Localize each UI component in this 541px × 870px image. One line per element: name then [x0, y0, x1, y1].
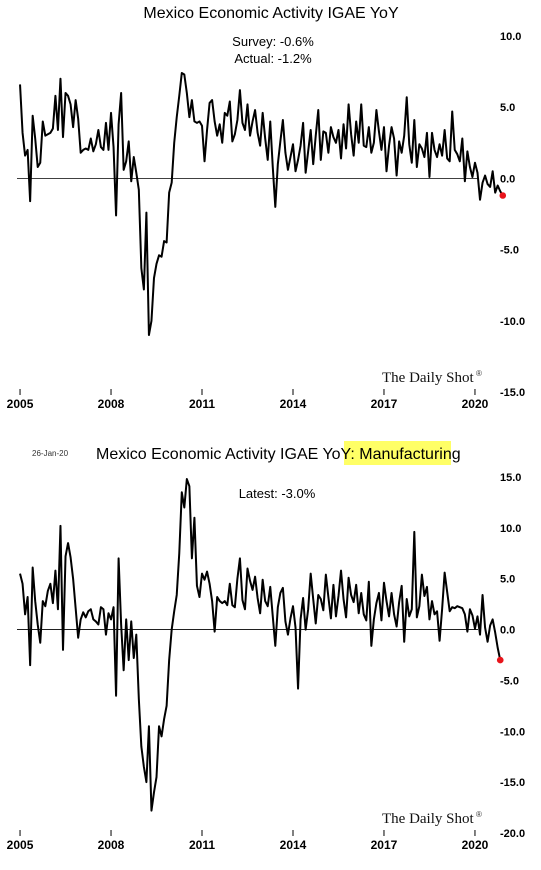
x-tick-label: 2017: [371, 838, 398, 852]
chart-2-brand-mark: ®: [476, 810, 482, 819]
y-tick-label: 15.0: [500, 472, 521, 484]
y-tick-label: -10.0: [500, 726, 525, 738]
y-tick-label: -10.0: [500, 316, 525, 328]
y-tick-label: -5.0: [500, 245, 519, 257]
chart-1-annotation-survey: Survey: -0.6%: [232, 34, 314, 49]
x-tick-label: 2017: [371, 397, 398, 411]
x-tick-label: 2014: [280, 397, 307, 411]
chart-2-title: Mexico Economic Activity IGAE YoY: Manuf…: [96, 446, 461, 463]
x-tick-label: 2014: [280, 838, 307, 852]
x-tick-label: 2011: [189, 397, 215, 411]
chart-2-y-axis: 15.0 10.0 5.0 0.0 -5.0 -10.0 -15.0 -20.0: [500, 472, 525, 840]
y-tick-label: 5.0: [500, 574, 515, 586]
y-tick-label: -15.0: [500, 387, 525, 399]
title-highlight-box: [344, 441, 451, 465]
series-line: [19, 72, 504, 337]
chart-2-title-main: Mexico Economic Activity IGAE YoY:: [96, 446, 359, 463]
chart-2-annotation-latest: Latest: -3.0%: [239, 486, 316, 501]
chart-1-y-axis: 10.0 5.0 0.0 -5.0 -10.0 -15.0: [500, 31, 525, 399]
chart-2-title-highlight: Manufacturing: [359, 446, 460, 463]
x-tick-label: 2020: [462, 838, 489, 852]
chart-2-branding: The Daily Shot ®: [382, 810, 482, 827]
chart-1-brand-name: The Daily Shot: [382, 370, 474, 386]
y-tick-label: 10.0: [500, 31, 521, 43]
y-tick-label: 10.0: [500, 523, 521, 535]
y-tick-label: 0.0: [500, 625, 515, 637]
chart-2: 26-Jan-20 Mexico Economic Activity IGAE …: [7, 441, 525, 852]
chart-1-title: Mexico Economic Activity IGAE YoY: [143, 5, 399, 22]
chart-2-plot-area: [17, 478, 504, 812]
chart-1-brand-mark: ®: [476, 369, 482, 378]
x-tick-label: 2005: [7, 838, 34, 852]
y-tick-label: -20.0: [500, 828, 525, 840]
x-tick-label: 2011: [189, 838, 215, 852]
x-tick-label: 2008: [98, 838, 125, 852]
x-tick-label: 2005: [7, 397, 34, 411]
x-tick-label: 2020: [462, 397, 489, 411]
y-tick-label: 0.0: [500, 173, 515, 185]
chart-1-x-axis: 2005 2008 2011 2014 2017 2020: [7, 389, 489, 411]
x-tick-label: 2008: [98, 397, 125, 411]
latest-value-marker: [499, 192, 507, 199]
chart-1-plot-area: [17, 72, 507, 337]
chart-1: Mexico Economic Activity IGAE YoY Survey…: [7, 5, 525, 411]
date-stamp: 26-Jan-20: [32, 449, 69, 458]
chart-2-x-axis: 2005 2008 2011 2014 2017 2020: [7, 830, 489, 852]
series-line: [19, 478, 502, 812]
y-tick-label: -15.0: [500, 777, 525, 789]
chart-2-brand-name: The Daily Shot: [382, 811, 474, 827]
latest-value-marker: [496, 656, 504, 664]
y-tick-label: -5.0: [500, 675, 519, 687]
y-tick-label: 5.0: [500, 102, 515, 114]
chart-1-annotation-actual: Actual: -1.2%: [234, 51, 312, 66]
chart-1-branding: The Daily Shot ®: [382, 369, 482, 386]
